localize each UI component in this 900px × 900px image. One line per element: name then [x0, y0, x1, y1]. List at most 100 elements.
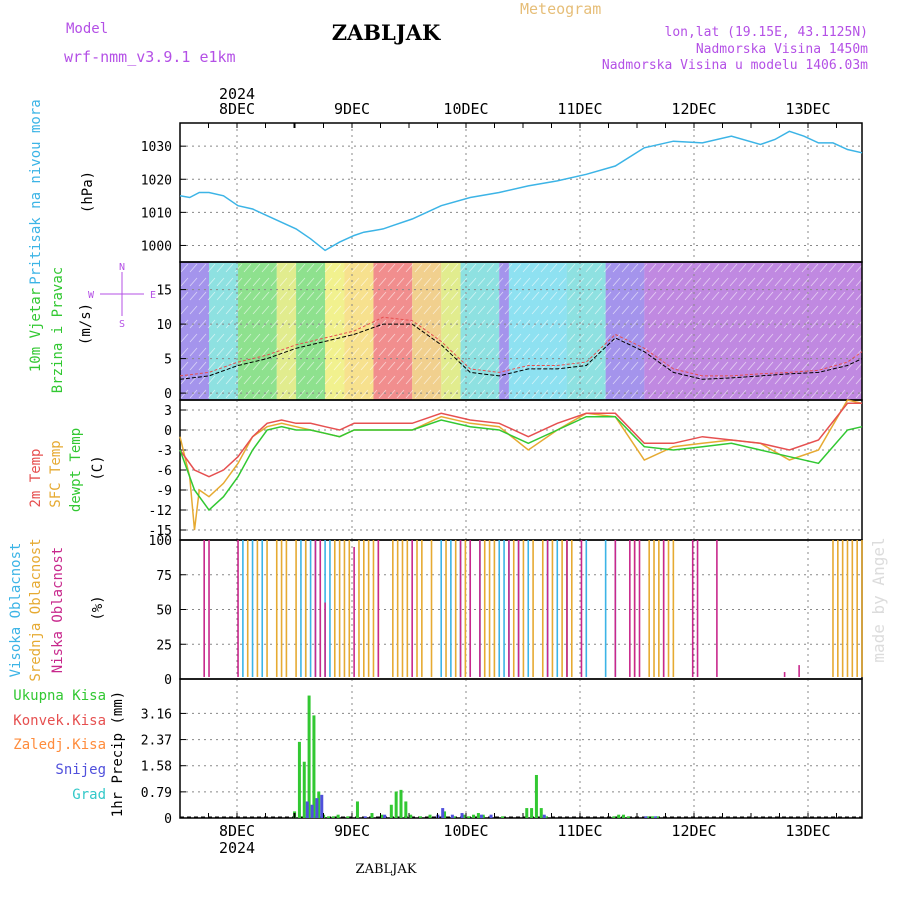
y-tick-label: -3 [156, 444, 172, 459]
wind-barb [459, 389, 468, 399]
wind-barb [378, 291, 387, 301]
top-day-label: 9DEC [334, 100, 370, 118]
wind-barb [576, 375, 585, 385]
wind-barb [423, 305, 432, 315]
wind-barb [180, 291, 189, 301]
wind-barb [216, 361, 225, 371]
wind-barb [423, 375, 432, 385]
wind-barb [675, 361, 684, 371]
wind-barb [423, 263, 432, 273]
wind-barb [180, 333, 189, 343]
wind-barb [189, 361, 198, 371]
bottom-day-label: 9DEC [334, 822, 370, 840]
wind-barb [810, 389, 819, 399]
wind-barb [594, 333, 603, 343]
high-cloud-axis-label: Visoka Oblacnost [8, 543, 24, 678]
wind-barb [657, 291, 666, 301]
wind-barb [216, 263, 225, 273]
wind-barb [522, 389, 531, 399]
wind-barb [729, 375, 738, 385]
precip-legend-item: Zaledj.Kisa [13, 737, 106, 753]
top-day-label: 13DEC [785, 100, 830, 118]
wind-barb [774, 305, 783, 315]
wind-barb [297, 361, 306, 371]
wind-barb [774, 361, 783, 371]
wind-barb [828, 389, 837, 399]
wind-barb [315, 347, 324, 357]
wind-barb [396, 389, 405, 399]
snow-bar [441, 808, 445, 818]
wind-barb [738, 333, 747, 343]
wind-barb [558, 277, 567, 287]
wind-barb [414, 305, 423, 315]
wind-barb [603, 375, 612, 385]
total_precip-bar [307, 695, 311, 818]
wind-barb [216, 319, 225, 329]
total_precip-bar [404, 801, 408, 818]
wind-barb [693, 333, 702, 343]
wind-barb [612, 389, 621, 399]
wind-barb [306, 263, 315, 273]
total_precip-bar [539, 808, 543, 818]
wind-barb [630, 347, 639, 357]
wind-barb [243, 375, 252, 385]
wind-barb [189, 277, 198, 287]
wind-barb [450, 319, 459, 329]
wind-barb [351, 277, 360, 287]
wind-barb [306, 291, 315, 301]
wind-barb [288, 319, 297, 329]
wind-barb [828, 347, 837, 357]
wind-barb [486, 361, 495, 371]
wind-barb [369, 277, 378, 287]
wind-barb [189, 347, 198, 357]
wind-barb [549, 291, 558, 301]
wind-barb [180, 347, 189, 357]
wind-barb [810, 333, 819, 343]
wind-barb [837, 291, 846, 301]
wind-barb [702, 389, 711, 399]
wind-barb [252, 291, 261, 301]
wind-band [412, 262, 442, 400]
wind-barb [810, 361, 819, 371]
wind-barb [693, 389, 702, 399]
wind-barb [333, 263, 342, 273]
wind-barb [738, 277, 747, 287]
wind-barb [810, 277, 819, 287]
wind-barb [846, 375, 855, 385]
total_precip-bar [462, 814, 466, 818]
wind-barb [306, 361, 315, 371]
wind-barb [495, 333, 504, 343]
wind-barb [540, 305, 549, 315]
wind-barb [261, 347, 270, 357]
wind-barb [243, 347, 252, 357]
wind-barb [684, 277, 693, 287]
total_precip-bar [501, 816, 505, 818]
wind-barb [630, 319, 639, 329]
wind-barb [351, 305, 360, 315]
wind-barb [603, 291, 612, 301]
wind-barb [603, 347, 612, 357]
total_precip-bar [467, 816, 471, 818]
wind-barb [846, 291, 855, 301]
wind-barb [225, 361, 234, 371]
wind-barb [837, 305, 846, 315]
wind-axis-label: 10m Vjetar [28, 288, 44, 372]
wind-barb [414, 277, 423, 287]
signature-label: made by Angel [869, 537, 888, 662]
wind-barb [459, 305, 468, 315]
wind-barb [540, 347, 549, 357]
wind-barb [702, 291, 711, 301]
wind-barb [540, 277, 549, 287]
wind-barb [738, 291, 747, 301]
pressure-unit-label: (hPa) [80, 171, 96, 213]
wind-barb [756, 333, 765, 343]
wind-barb [378, 347, 387, 357]
wind-barb [423, 291, 432, 301]
wind-barb [603, 361, 612, 371]
total_precip-bar [443, 811, 447, 818]
temperature-temp2m-line [179, 402, 862, 478]
wind-barb [450, 277, 459, 287]
snow-bar [654, 816, 658, 818]
wind-barb [576, 333, 585, 343]
wind-barb [657, 305, 666, 315]
